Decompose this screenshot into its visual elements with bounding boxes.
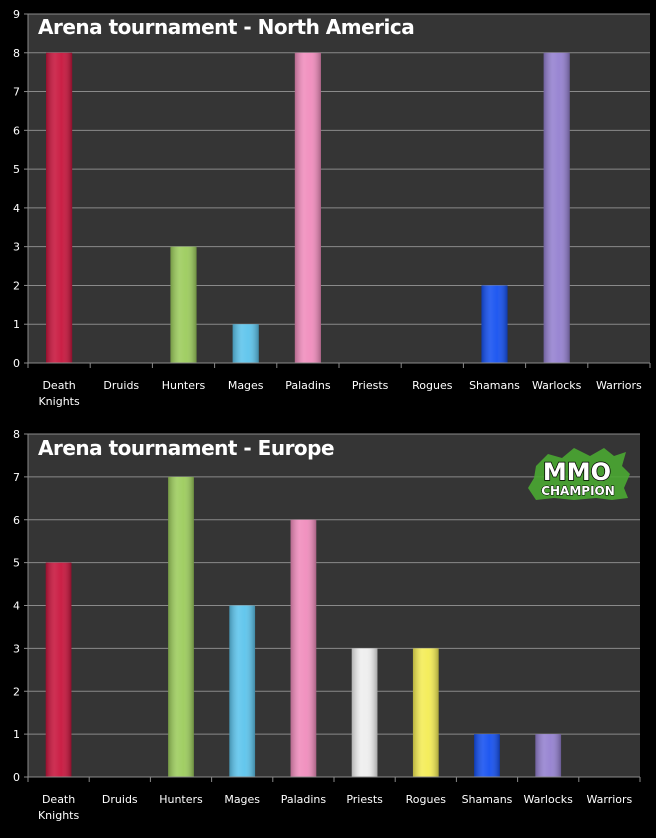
x-tick-label: Priests <box>346 793 383 806</box>
chart-title: Arena tournament - Europe <box>38 436 334 460</box>
x-tick-label: Death Knights <box>38 793 80 822</box>
bar-shading <box>412 648 439 777</box>
bar-shading <box>290 519 317 777</box>
y-tick-label: 0 <box>13 357 20 370</box>
y-tick-label: 6 <box>13 124 20 137</box>
y-tick-label: 9 <box>13 8 20 21</box>
x-tick-label: Druids <box>103 379 139 392</box>
x-tick-label: Mages <box>224 793 260 806</box>
logo-text-bottom: CHAMPION <box>541 484 615 498</box>
x-tick-label: Hunters <box>159 793 203 806</box>
bar-shading <box>229 605 256 777</box>
x-tick-label: Paladins <box>281 793 327 806</box>
bar-shading <box>294 52 321 364</box>
y-tick-label: 4 <box>13 600 20 613</box>
x-tick-label: Priests <box>352 379 389 392</box>
bar-shading <box>543 52 570 364</box>
y-tick-label: 1 <box>13 318 20 331</box>
y-tick-label: 7 <box>13 471 20 484</box>
y-tick-label: 2 <box>13 685 20 698</box>
y-tick-label: 6 <box>13 514 20 527</box>
bar-shading <box>481 285 508 363</box>
x-tick-label: Rogues <box>406 793 447 806</box>
x-tick-label: Warlocks <box>524 793 574 806</box>
bar-shading <box>168 476 194 777</box>
x-tick-label: Warriors <box>586 793 632 806</box>
logo-splat-shape <box>528 448 630 500</box>
x-tick-label: Druids <box>102 793 138 806</box>
bar-shading <box>170 246 197 363</box>
x-tick-label: Rogues <box>412 379 453 392</box>
x-tick-label: Death Knights <box>38 379 80 408</box>
mmo-champion-logo: MMO CHAMPION <box>528 448 630 500</box>
y-tick-label: 1 <box>13 728 20 741</box>
y-tick-label: 5 <box>13 557 20 570</box>
y-tick-label: 5 <box>13 163 20 176</box>
bar-shading <box>46 52 73 364</box>
bar-shading <box>535 734 562 777</box>
y-tick-label: 3 <box>13 642 20 655</box>
y-tick-label: 8 <box>13 47 20 60</box>
bar-shading <box>474 734 500 777</box>
x-tick-label: Shamans <box>469 379 520 392</box>
y-tick-label: 2 <box>13 279 20 292</box>
y-tick-label: 0 <box>13 771 20 784</box>
y-tick-label: 3 <box>13 241 20 254</box>
bar-shading <box>232 324 259 363</box>
x-tick-label: Paladins <box>285 379 331 392</box>
chart-title: Arena tournament - North America <box>38 15 414 39</box>
y-tick-label: 8 <box>13 428 20 441</box>
x-tick-label: Shamans <box>462 793 513 806</box>
x-tick-label: Mages <box>228 379 264 392</box>
y-tick-label: 7 <box>13 86 20 99</box>
x-tick-label: Warlocks <box>532 379 582 392</box>
north-america-chart: 0 1 2 3 4 5 6 7 8 9 Death Knights Druids Hunters Mage… <box>13 8 651 408</box>
y-tick-label: 4 <box>13 202 20 215</box>
x-tick-label: Warriors <box>596 379 642 392</box>
bar-shading <box>45 562 72 777</box>
x-tick-label: Hunters <box>162 379 206 392</box>
bar-shading <box>351 648 378 777</box>
logo-text-top: MMO <box>543 458 611 486</box>
